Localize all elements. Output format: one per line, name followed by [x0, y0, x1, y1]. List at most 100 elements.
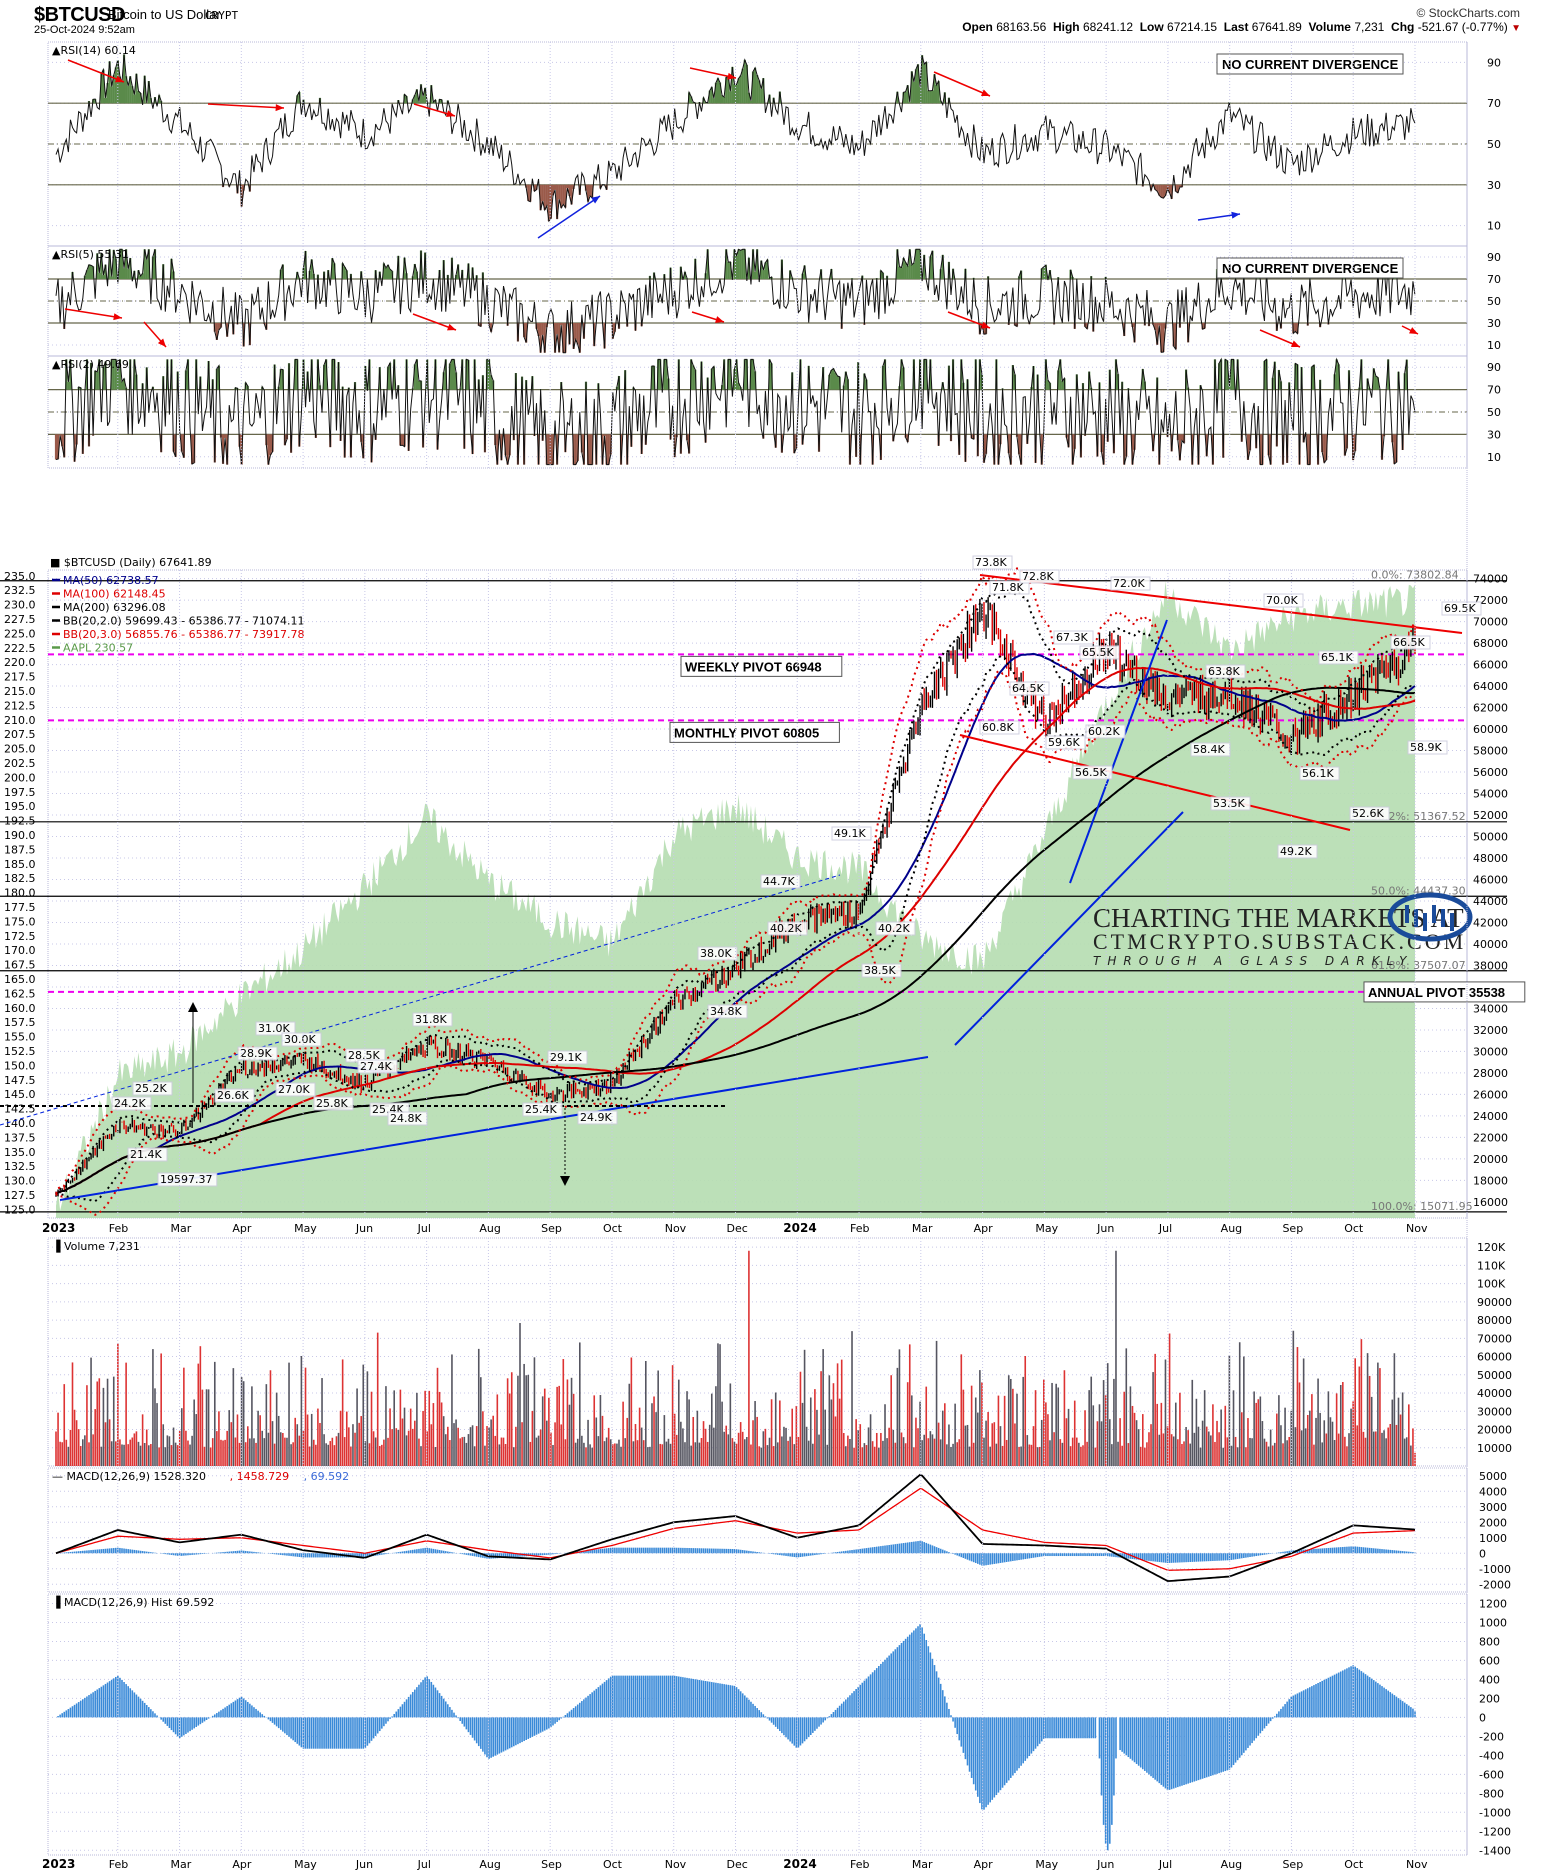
legend-entry: MA(50) 62738.57	[63, 574, 159, 587]
svg-text:207.5: 207.5	[4, 728, 36, 741]
svg-text:90: 90	[1487, 361, 1501, 374]
change-label: Chg	[1391, 20, 1415, 34]
x-axis-label: Mar	[171, 1858, 192, 1871]
svg-text:-1400: -1400	[1479, 1844, 1511, 1857]
svg-text:120K: 120K	[1477, 1241, 1506, 1254]
high-value: 68241.12	[1082, 20, 1134, 34]
chart-datetime: 25-Oct-2024 9:52am	[34, 24, 135, 36]
svg-text:-800: -800	[1479, 1787, 1504, 1800]
svg-text:600: 600	[1479, 1654, 1500, 1667]
svg-text:62000: 62000	[1473, 702, 1508, 715]
x-axis-label: Nov	[665, 1222, 687, 1235]
legend-entry: MA(100) 62148.45	[63, 588, 166, 601]
macd-hist-title: ▐ MACD(12,26,9) Hist 69.592	[52, 1595, 214, 1609]
svg-text:32000: 32000	[1473, 1024, 1508, 1037]
svg-text:90000: 90000	[1477, 1296, 1512, 1309]
svg-text:162.5: 162.5	[4, 987, 36, 1000]
svg-text:212.5: 212.5	[4, 699, 36, 712]
x-axis-label: 2024	[783, 1221, 816, 1235]
price-label: 34.8K	[710, 1005, 742, 1018]
svg-text:150.0: 150.0	[4, 1059, 36, 1072]
svg-text:48000: 48000	[1473, 852, 1508, 865]
price-label: 71.8K	[992, 581, 1024, 594]
svg-text:10: 10	[1487, 220, 1501, 233]
x-axis-label: Dec	[727, 1858, 748, 1871]
price-panel: 16000 18000 20000 22000 24000 26000 28000 30000…	[0, 555, 1526, 1219]
x-axis-label: 2023	[42, 1221, 75, 1235]
svg-text:66000: 66000	[1473, 659, 1508, 672]
svg-text:170.0: 170.0	[4, 944, 36, 957]
svg-text:70000: 70000	[1473, 616, 1508, 629]
price-label: 49.2K	[1280, 845, 1312, 858]
price-label: 21.4K	[130, 1148, 162, 1161]
price-label: 67.3K	[1056, 631, 1088, 644]
price-label: 30.0K	[284, 1033, 316, 1046]
svg-text:58000: 58000	[1473, 745, 1508, 758]
price-label: 44.7K	[763, 875, 795, 888]
price-label: 72.0K	[1113, 577, 1145, 590]
divergence-annotation: NO CURRENT DIVERGENCE	[1222, 57, 1399, 72]
x-axis-label: Aug	[479, 1858, 500, 1871]
legend-entry: BB(20,2.0) 59699.43 - 65386.77 - 71074.1…	[63, 615, 305, 628]
price-label: 65.5K	[1082, 646, 1114, 659]
price-label: 25.4K	[525, 1103, 557, 1116]
svg-text:68000: 68000	[1473, 637, 1508, 650]
price-label: 56.1K	[1302, 767, 1334, 780]
x-axis-label: Mar	[912, 1222, 933, 1235]
x-axis-label: Jun	[1096, 1222, 1114, 1235]
legend-entry: BB(20,3.0) 56855.76 - 65386.77 - 73917.7…	[63, 628, 305, 641]
price-label: 58.9K	[1410, 741, 1442, 754]
x-axis-label: Nov	[1406, 1222, 1428, 1235]
svg-text:50: 50	[1487, 295, 1501, 308]
x-axis-label: Jul	[1158, 1858, 1172, 1871]
svg-text:215.0: 215.0	[4, 685, 36, 698]
svg-text:72000: 72000	[1473, 594, 1508, 607]
svg-text:30000: 30000	[1473, 1045, 1508, 1058]
x-axis-label: Jun	[1096, 1858, 1114, 1871]
logo-icon	[1387, 892, 1473, 942]
svg-text:40000: 40000	[1477, 1387, 1512, 1400]
svg-text:155.0: 155.0	[4, 1031, 36, 1044]
chart-security-name: Bitcoin to US Dollar	[108, 7, 221, 22]
svg-text:30: 30	[1487, 428, 1501, 441]
legend-entry: AAPL 230.57	[63, 642, 133, 655]
last-label: Last	[1223, 20, 1249, 34]
svg-text:147.5: 147.5	[4, 1074, 36, 1087]
svg-text:10: 10	[1487, 451, 1501, 464]
price-label: 19597.37	[160, 1173, 213, 1186]
svg-text:80000: 80000	[1477, 1314, 1512, 1327]
svg-text:130.0: 130.0	[4, 1175, 36, 1188]
x-axis-label: Apr	[974, 1858, 994, 1871]
svg-text:195.0: 195.0	[4, 800, 36, 813]
x-axis-label: Feb	[850, 1222, 869, 1235]
svg-text:-1000: -1000	[1479, 1806, 1511, 1819]
x-axis-label: Oct	[1344, 1222, 1364, 1235]
svg-text:800: 800	[1479, 1635, 1500, 1648]
svg-text:60000: 60000	[1473, 723, 1508, 736]
x-axis-label: May	[1035, 1858, 1058, 1871]
divergence-annotation: NO CURRENT DIVERGENCE	[1222, 261, 1399, 276]
price-label: 38.0K	[700, 947, 732, 960]
price-label: 49.1K	[834, 827, 866, 840]
svg-text:30: 30	[1487, 179, 1501, 192]
quote-bar: Open 68163.56 High 68241.12 Low 67214.15…	[962, 20, 1521, 34]
svg-text:10: 10	[1487, 339, 1501, 352]
volume-title: ▐ Volume 7,231	[52, 1239, 140, 1253]
svg-text:137.5: 137.5	[4, 1131, 36, 1144]
svg-text:185.0: 185.0	[4, 858, 36, 871]
x-axis-label: Mar	[171, 1222, 192, 1235]
svg-text:0: 0	[1479, 1547, 1486, 1560]
price-label: 64.5K	[1012, 682, 1044, 695]
price-label: 40.2K	[878, 922, 910, 935]
price-label: 24.9K	[580, 1111, 612, 1124]
svg-text:-400: -400	[1479, 1749, 1504, 1762]
price-label: 73.8K	[975, 556, 1007, 569]
price-label: 72.8K	[1022, 570, 1054, 583]
price-label: 52.6K	[1352, 807, 1384, 820]
svg-text:180.0: 180.0	[4, 887, 36, 900]
svg-text:CTMCRYPTO.SUBSTACK.COM: CTMCRYPTO.SUBSTACK.COM	[1093, 929, 1466, 954]
svg-text:152.5: 152.5	[4, 1045, 36, 1058]
change-value: -521.67 (-0.77%)	[1417, 20, 1508, 34]
svg-text:-1000: -1000	[1479, 1563, 1511, 1576]
